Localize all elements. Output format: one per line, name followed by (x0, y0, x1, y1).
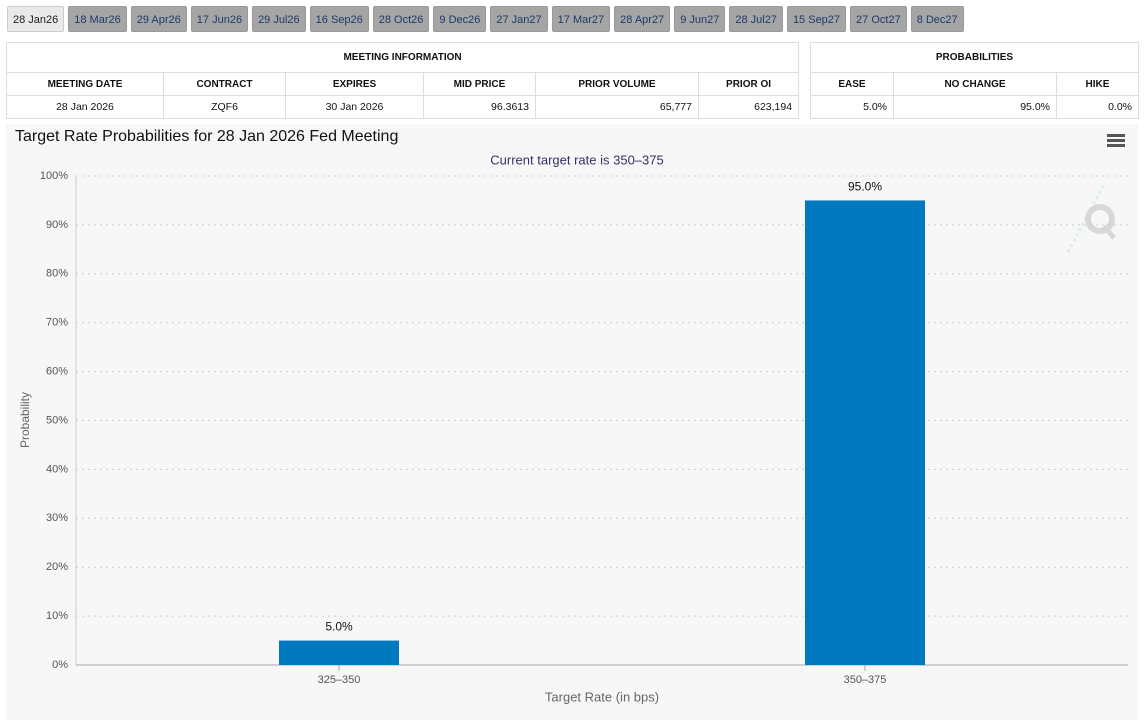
tab[interactable]: 27 Jan27 (490, 6, 548, 32)
y-tick-label: 70% (46, 317, 68, 329)
logo-tail (1102, 224, 1116, 240)
title-row: MEETING INFORMATION (5, 42, 800, 73)
data-label: 5.0% (325, 620, 353, 634)
column-header: PRIOR OI (697, 72, 800, 96)
data-row: 28 Jan 2026 ZQF6 30 Jan 2026 96.3613 65,777 6… (6, 95, 800, 119)
tab[interactable]: 9 Jun27 (674, 6, 726, 32)
title-row: PROBABILITIES (810, 42, 1139, 73)
menu-line[interactable] (1107, 139, 1125, 142)
table-title: MEETING INFORMATION (5, 42, 800, 73)
column-header: MID PRICE (423, 72, 536, 96)
logo-ring (1085, 204, 1115, 234)
tab[interactable]: 17 Mar27 (551, 6, 611, 32)
y-tick-label: 30% (46, 512, 68, 524)
meeting-info-table: MEETING INFORMATION MEETING DATE CONTRACT E… (5, 42, 800, 119)
y-tick-label: 40% (46, 463, 68, 475)
cell: 96.3613 (423, 95, 536, 119)
bar (805, 200, 925, 665)
column-header: EASE (810, 72, 894, 96)
y-tick-label: 60% (46, 366, 68, 378)
table-title: PROBABILITIES (810, 42, 1139, 73)
tab[interactable]: 27 Oct27 (850, 6, 907, 32)
cell: 65,777 (535, 95, 699, 119)
tab[interactable]: 8 Dec27 (910, 6, 964, 32)
column-header: CONTRACT (163, 72, 286, 96)
cell: 5.0% (810, 95, 894, 119)
tab[interactable]: 17 Jun26 (190, 6, 249, 32)
tab[interactable]: 9 Dec26 (433, 6, 487, 32)
logo (1066, 183, 1116, 253)
chart-subtitle: Current target rate is 350–375 (490, 152, 663, 167)
tab[interactable]: 29 Apr26 (130, 6, 187, 32)
tab[interactable]: 28 Jul27 (729, 6, 783, 32)
column-header: EXPIRES (285, 72, 424, 96)
column-header: PRIOR VOLUME (535, 72, 699, 96)
x-tick-label: 325–350 (318, 674, 361, 686)
menu-line[interactable] (1107, 134, 1125, 137)
y-tick-label: 80% (46, 268, 68, 280)
cell: 623,194 (697, 95, 800, 119)
tab[interactable]: 28 Jan26 (7, 6, 65, 32)
tab[interactable]: 28 Apr27 (614, 6, 671, 32)
tab[interactable]: 15 Sep27 (786, 6, 847, 32)
column-header: HIKE (1056, 72, 1139, 96)
y-tick-label: 0% (52, 659, 68, 671)
menu-line[interactable] (1107, 144, 1125, 147)
chart-background (6, 124, 1138, 720)
chart-title: Target Rate Probabilities for 28 Jan 202… (15, 128, 398, 145)
tab[interactable]: 29 Jul26 (252, 6, 306, 32)
bar (279, 640, 399, 665)
x-tick-label: 350–375 (844, 674, 887, 686)
menu-icon[interactable] (1107, 134, 1125, 147)
tab-bar: 28 Jan26 18 Mar26 29 Apr26 17 Jun26 29 Jul26… (7, 6, 964, 32)
y-tick-label: 20% (46, 561, 68, 573)
y-axis-label: Probability (18, 392, 32, 448)
cell: 28 Jan 2026 (6, 95, 164, 119)
probabilities-table: PROBABILITIES EASE NO CHANGE HIKE 5.0% 95.0% 0… (810, 42, 1139, 119)
cell: ZQF6 (163, 95, 286, 119)
tab[interactable]: 16 Sep26 (309, 6, 369, 32)
y-tick-label: 50% (46, 414, 68, 426)
y-tick-label: 100% (40, 170, 68, 182)
y-tick-label: 90% (46, 219, 68, 231)
cell: 95.0% (893, 95, 1057, 119)
y-tick-label: 10% (46, 610, 68, 622)
tab[interactable]: 18 Mar26 (68, 6, 127, 32)
column-header: MEETING DATE (6, 72, 164, 96)
column-header: NO CHANGE (893, 72, 1057, 96)
cell: 0.0% (1056, 95, 1139, 119)
data-row: 5.0% 95.0% 0.0% (810, 95, 1139, 119)
header-row: MEETING DATE CONTRACT EXPIRES MID PRICE PRIO… (6, 72, 800, 96)
data-label: 95.0% (848, 180, 882, 194)
header-row: EASE NO CHANGE HIKE (810, 72, 1139, 96)
x-axis-label: Target Rate (in bps) (545, 689, 659, 704)
tab[interactable]: 28 Oct26 (372, 6, 430, 32)
cell: 30 Jan 2026 (285, 95, 424, 119)
chart: Target Rate Probabilities for 28 Jan 202… (6, 124, 1138, 720)
